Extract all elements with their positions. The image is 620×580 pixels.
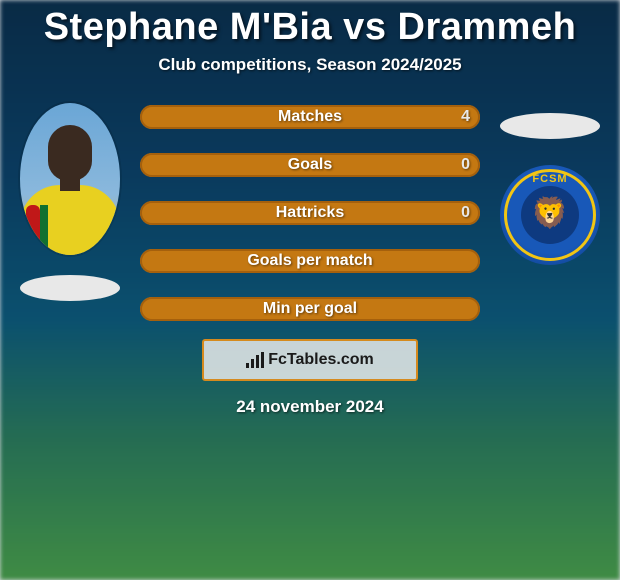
- right-column: FCSM 🦁: [490, 103, 610, 265]
- stat-value-right: 0: [461, 201, 470, 225]
- stats-column: Matches4Goals0Hattricks0Goals per matchM…: [140, 103, 480, 321]
- date-text: 24 november 2024: [0, 397, 620, 417]
- lion-icon: 🦁: [531, 199, 568, 229]
- stat-row: Min per goal: [140, 297, 480, 321]
- flag-oval-left: [20, 275, 120, 301]
- stat-label: Matches: [140, 105, 480, 129]
- main-row: Matches4Goals0Hattricks0Goals per matchM…: [0, 103, 620, 321]
- stat-value-right: 0: [461, 153, 470, 177]
- stat-label: Hattricks: [140, 201, 480, 225]
- stat-label: Goals per match: [140, 249, 480, 273]
- footer-brand-box: FcTables.com: [202, 339, 418, 381]
- stat-label: Goals: [140, 153, 480, 177]
- stat-row: Goals per match: [140, 249, 480, 273]
- flag-oval-right: [500, 113, 600, 139]
- bar-chart-icon: [246, 352, 264, 368]
- content-wrapper: Stephane M'Bia vs Drammeh Club competiti…: [0, 0, 620, 580]
- stat-row: Hattricks0: [140, 201, 480, 225]
- stat-value-right: 4: [461, 105, 470, 129]
- club-badge-text: FCSM: [500, 173, 600, 185]
- club-badge-right: FCSM 🦁: [500, 165, 600, 265]
- footer-brand-text: FcTables.com: [268, 351, 374, 369]
- stat-row: Matches4: [140, 105, 480, 129]
- page-title: Stephane M'Bia vs Drammeh: [0, 6, 620, 49]
- left-column: [10, 103, 130, 301]
- stat-row: Goals0: [140, 153, 480, 177]
- subtitle: Club competitions, Season 2024/2025: [0, 55, 620, 75]
- player-photo-left: [20, 103, 120, 255]
- stat-label: Min per goal: [140, 297, 480, 321]
